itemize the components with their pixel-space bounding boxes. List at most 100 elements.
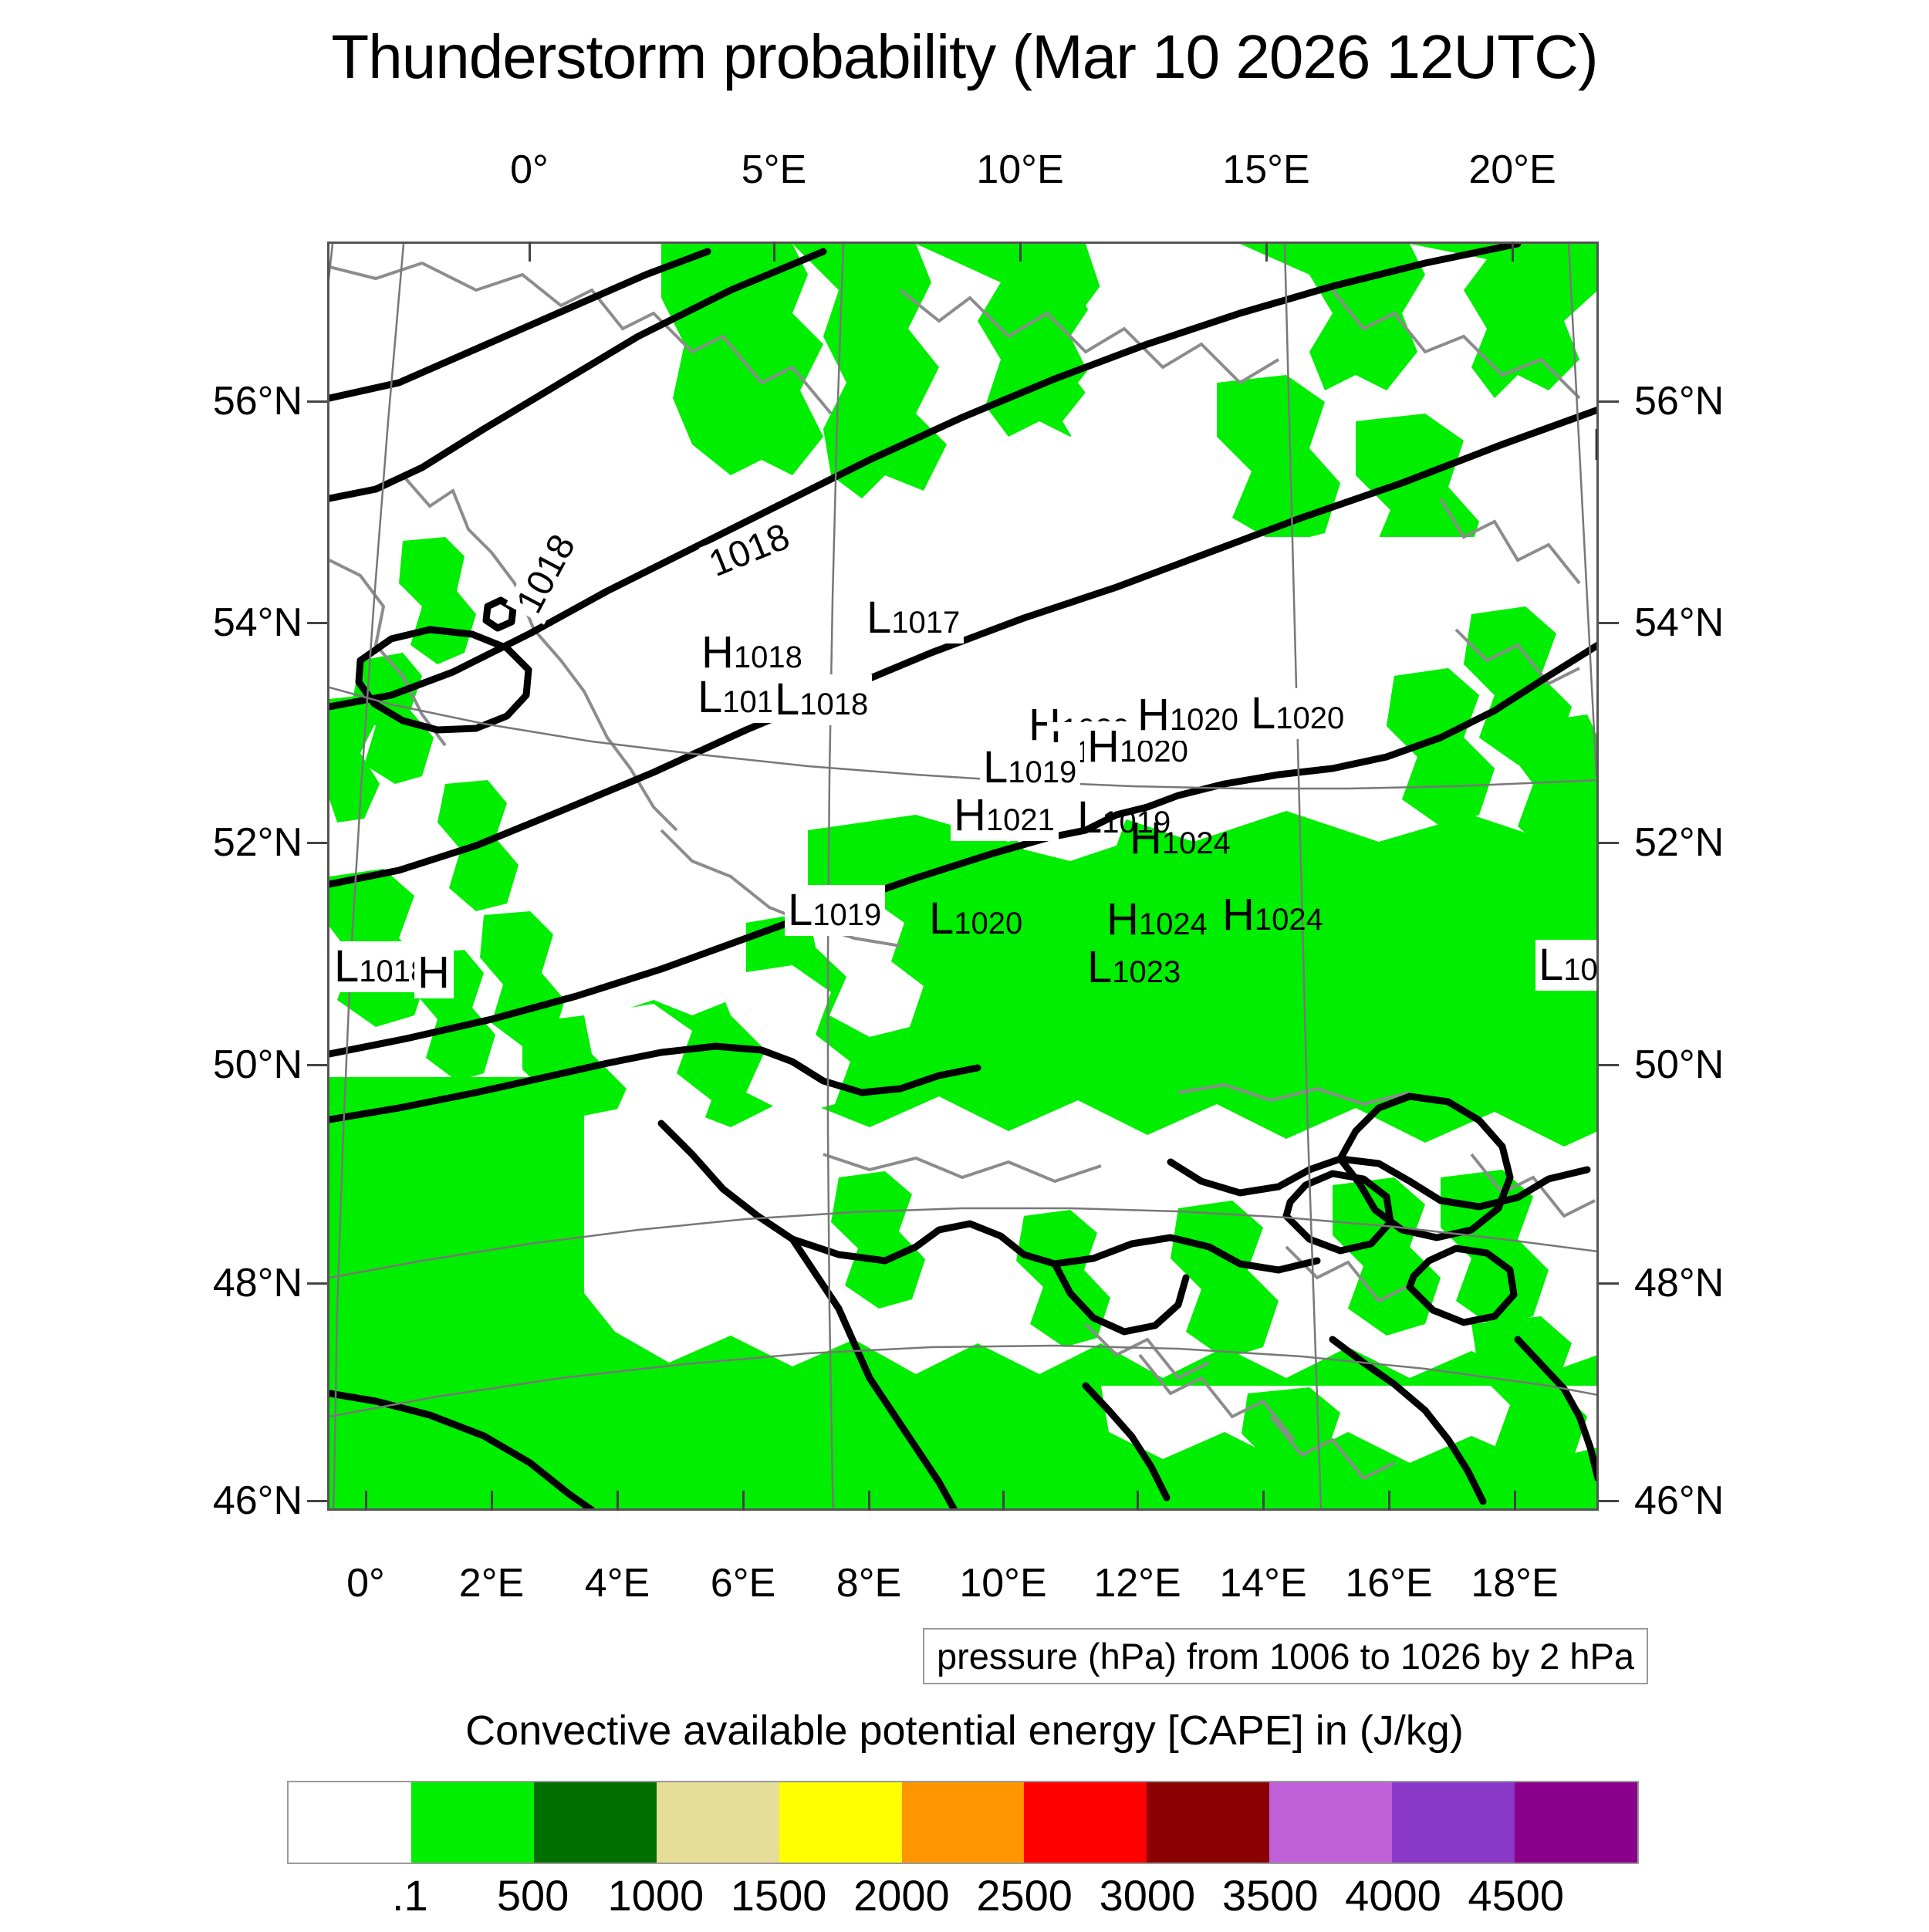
lon-tick-bottom-1: 2°E (458, 1561, 525, 1606)
pressure-center-value: 1023 (1563, 953, 1598, 987)
cape-colorbar[interactable] (287, 1781, 1639, 1864)
tickmark-left-2 (307, 842, 327, 844)
lat-tick-left-1: 54°N (212, 600, 302, 645)
tickmark-top-0 (529, 242, 531, 262)
pressure-center-h-11: H1021 (951, 790, 1059, 841)
colorbar-tick-7: 3500 (1221, 1871, 1319, 1920)
pressure-center-letter: L (788, 885, 813, 935)
lon-tick-bottom-8: 16°E (1345, 1561, 1433, 1606)
pressure-center-letter: H (701, 627, 734, 677)
tickmark-left-0 (307, 400, 327, 403)
pressure-center-value: 1024 (1254, 903, 1323, 937)
colorbar-tick-5: 2500 (976, 1871, 1073, 1920)
colorbar-swatch-8[interactable] (1269, 1782, 1393, 1863)
map-canvas (329, 244, 1596, 1508)
tickmark-top-1 (773, 242, 775, 262)
pressure-center-letter: L (1077, 792, 1103, 843)
pressure-center-value: 1021 (985, 803, 1055, 837)
tickmark-top-2 (1019, 242, 1022, 262)
colorbar-swatch-3[interactable] (656, 1782, 779, 1863)
pressure-center-h-19: H (414, 947, 454, 998)
tickmark-bottom-4 (868, 1491, 870, 1511)
colorbar-swatch-10[interactable] (1515, 1782, 1637, 1863)
coastline-layer (329, 261, 1596, 1481)
lat-tick-left-4: 48°N (212, 1261, 302, 1305)
pressure-center-letter: L (1251, 688, 1276, 738)
lon-tick-top-1: 5°E (741, 147, 807, 192)
tickmark-bottom-8 (1388, 1491, 1390, 1511)
pressure-center-letter: H (954, 790, 986, 840)
lat-tick-right-0: 56°N (1634, 379, 1725, 424)
pressure-center-value: 1024 (1161, 826, 1231, 860)
lat-tick-left-2: 52°N (212, 820, 302, 865)
pressure-center-l-21: L1023 (1535, 940, 1598, 991)
colorbar-swatch-4[interactable] (779, 1782, 902, 1863)
pressure-center-letter: L (1539, 940, 1564, 990)
tickmark-bottom-9 (1514, 1491, 1516, 1511)
pressure-center-letter: L (1087, 942, 1113, 992)
map-plot-area[interactable]: HL1017H1018L1018L1018H1020L1H1020H1020L1… (327, 242, 1599, 1511)
colorbar-tick-4: 2000 (853, 1871, 950, 1920)
colorbar-tick-3: 1500 (730, 1871, 827, 1920)
pressure-center-letter: L (867, 593, 892, 643)
lon-tick-top-2: 10°E (976, 147, 1064, 192)
tickmark-bottom-5 (1002, 1491, 1005, 1511)
pressure-center-value: 1019 (812, 898, 882, 932)
tickmark-bottom-1 (491, 1491, 493, 1511)
pressure-center-letter: H (417, 947, 450, 998)
colorbar-swatch-0[interactable] (289, 1782, 411, 1863)
pressure-center-letter: H (1130, 813, 1162, 863)
pressure-center-h-8: H1020 (1134, 690, 1242, 741)
lon-tick-top-4: 20°E (1468, 147, 1556, 192)
pressure-center-h-13: H1024 (1127, 813, 1235, 864)
pressure-center-l-10: L1019 (980, 742, 1081, 793)
pressure-center-l-12: L1019 (1074, 792, 1174, 843)
tickmark-right-0 (1599, 400, 1619, 403)
lon-tick-bottom-2: 4°E (584, 1561, 650, 1606)
page-title: Thunderstorm probability (Mar 10 2026 12… (331, 22, 1598, 91)
pressure-center-l-4: L1018 (772, 674, 873, 725)
colorbar-swatch-5[interactable] (901, 1782, 1025, 1863)
colorbar-tick-9: 4500 (1468, 1871, 1565, 1920)
pressure-center-letter: H (1087, 721, 1120, 772)
colorbar-swatch-9[interactable] (1392, 1782, 1515, 1863)
pressure-center-value: 1020 (1119, 735, 1188, 768)
pressure-center-l-9: L1020 (1248, 688, 1349, 739)
colorbar-swatch-7[interactable] (1147, 1782, 1270, 1863)
tickmark-right-3 (1599, 1064, 1619, 1066)
cape-caption: Convective available potential energy [C… (465, 1707, 1464, 1754)
pressure-center-letter: L (929, 893, 954, 944)
colorbar-swatch-2[interactable] (533, 1782, 657, 1863)
pressure-center-value: 1018 (799, 687, 869, 721)
colorbar-tick-6: 3000 (1099, 1871, 1196, 1920)
lon-tick-bottom-9: 18°E (1471, 1561, 1559, 1606)
pressure-center-value: 1017 (891, 606, 961, 640)
pressure-center-l-15: L1020 (926, 893, 1026, 944)
pressure-legend-box: pressure (hPa) from 1006 to 1026 by 2 hP… (923, 1628, 1648, 1684)
tickmark-right-2 (1599, 842, 1619, 844)
lon-tick-top-3: 15°E (1222, 147, 1310, 192)
pressure-center-letter: L (698, 672, 723, 722)
pressure-center-value: 1019 (1102, 806, 1171, 839)
tickmark-right-1 (1599, 622, 1619, 624)
pressure-center-value: 1020 (1169, 703, 1238, 737)
tickmark-top-4 (1512, 242, 1514, 262)
tickmark-left-3 (307, 1064, 327, 1066)
tickmark-left-5 (307, 1500, 327, 1502)
pressure-center-letter: H (1222, 890, 1255, 940)
lat-tick-left-5: 46°N (212, 1478, 302, 1523)
pressure-center-value: 1024 (1138, 907, 1208, 941)
tickmark-left-4 (307, 1282, 327, 1285)
lat-tick-right-5: 46°N (1634, 1478, 1725, 1523)
pressure-center-h-0: H (1589, 420, 1596, 471)
pressure-center-value: 1020 (1275, 701, 1345, 735)
colorbar-swatch-6[interactable] (1024, 1782, 1147, 1863)
tickmark-top-3 (1265, 242, 1268, 262)
pressure-center-value: 1019 (1008, 755, 1077, 789)
pressure-center-letter: L (983, 742, 1008, 792)
tickmark-bottom-0 (365, 1491, 367, 1511)
pressure-center-value: 1023 (1112, 955, 1181, 989)
colorbar-swatch-1[interactable] (410, 1782, 534, 1863)
lon-tick-bottom-4: 8°E (836, 1561, 902, 1606)
lon-tick-bottom-7: 14°E (1219, 1561, 1307, 1606)
